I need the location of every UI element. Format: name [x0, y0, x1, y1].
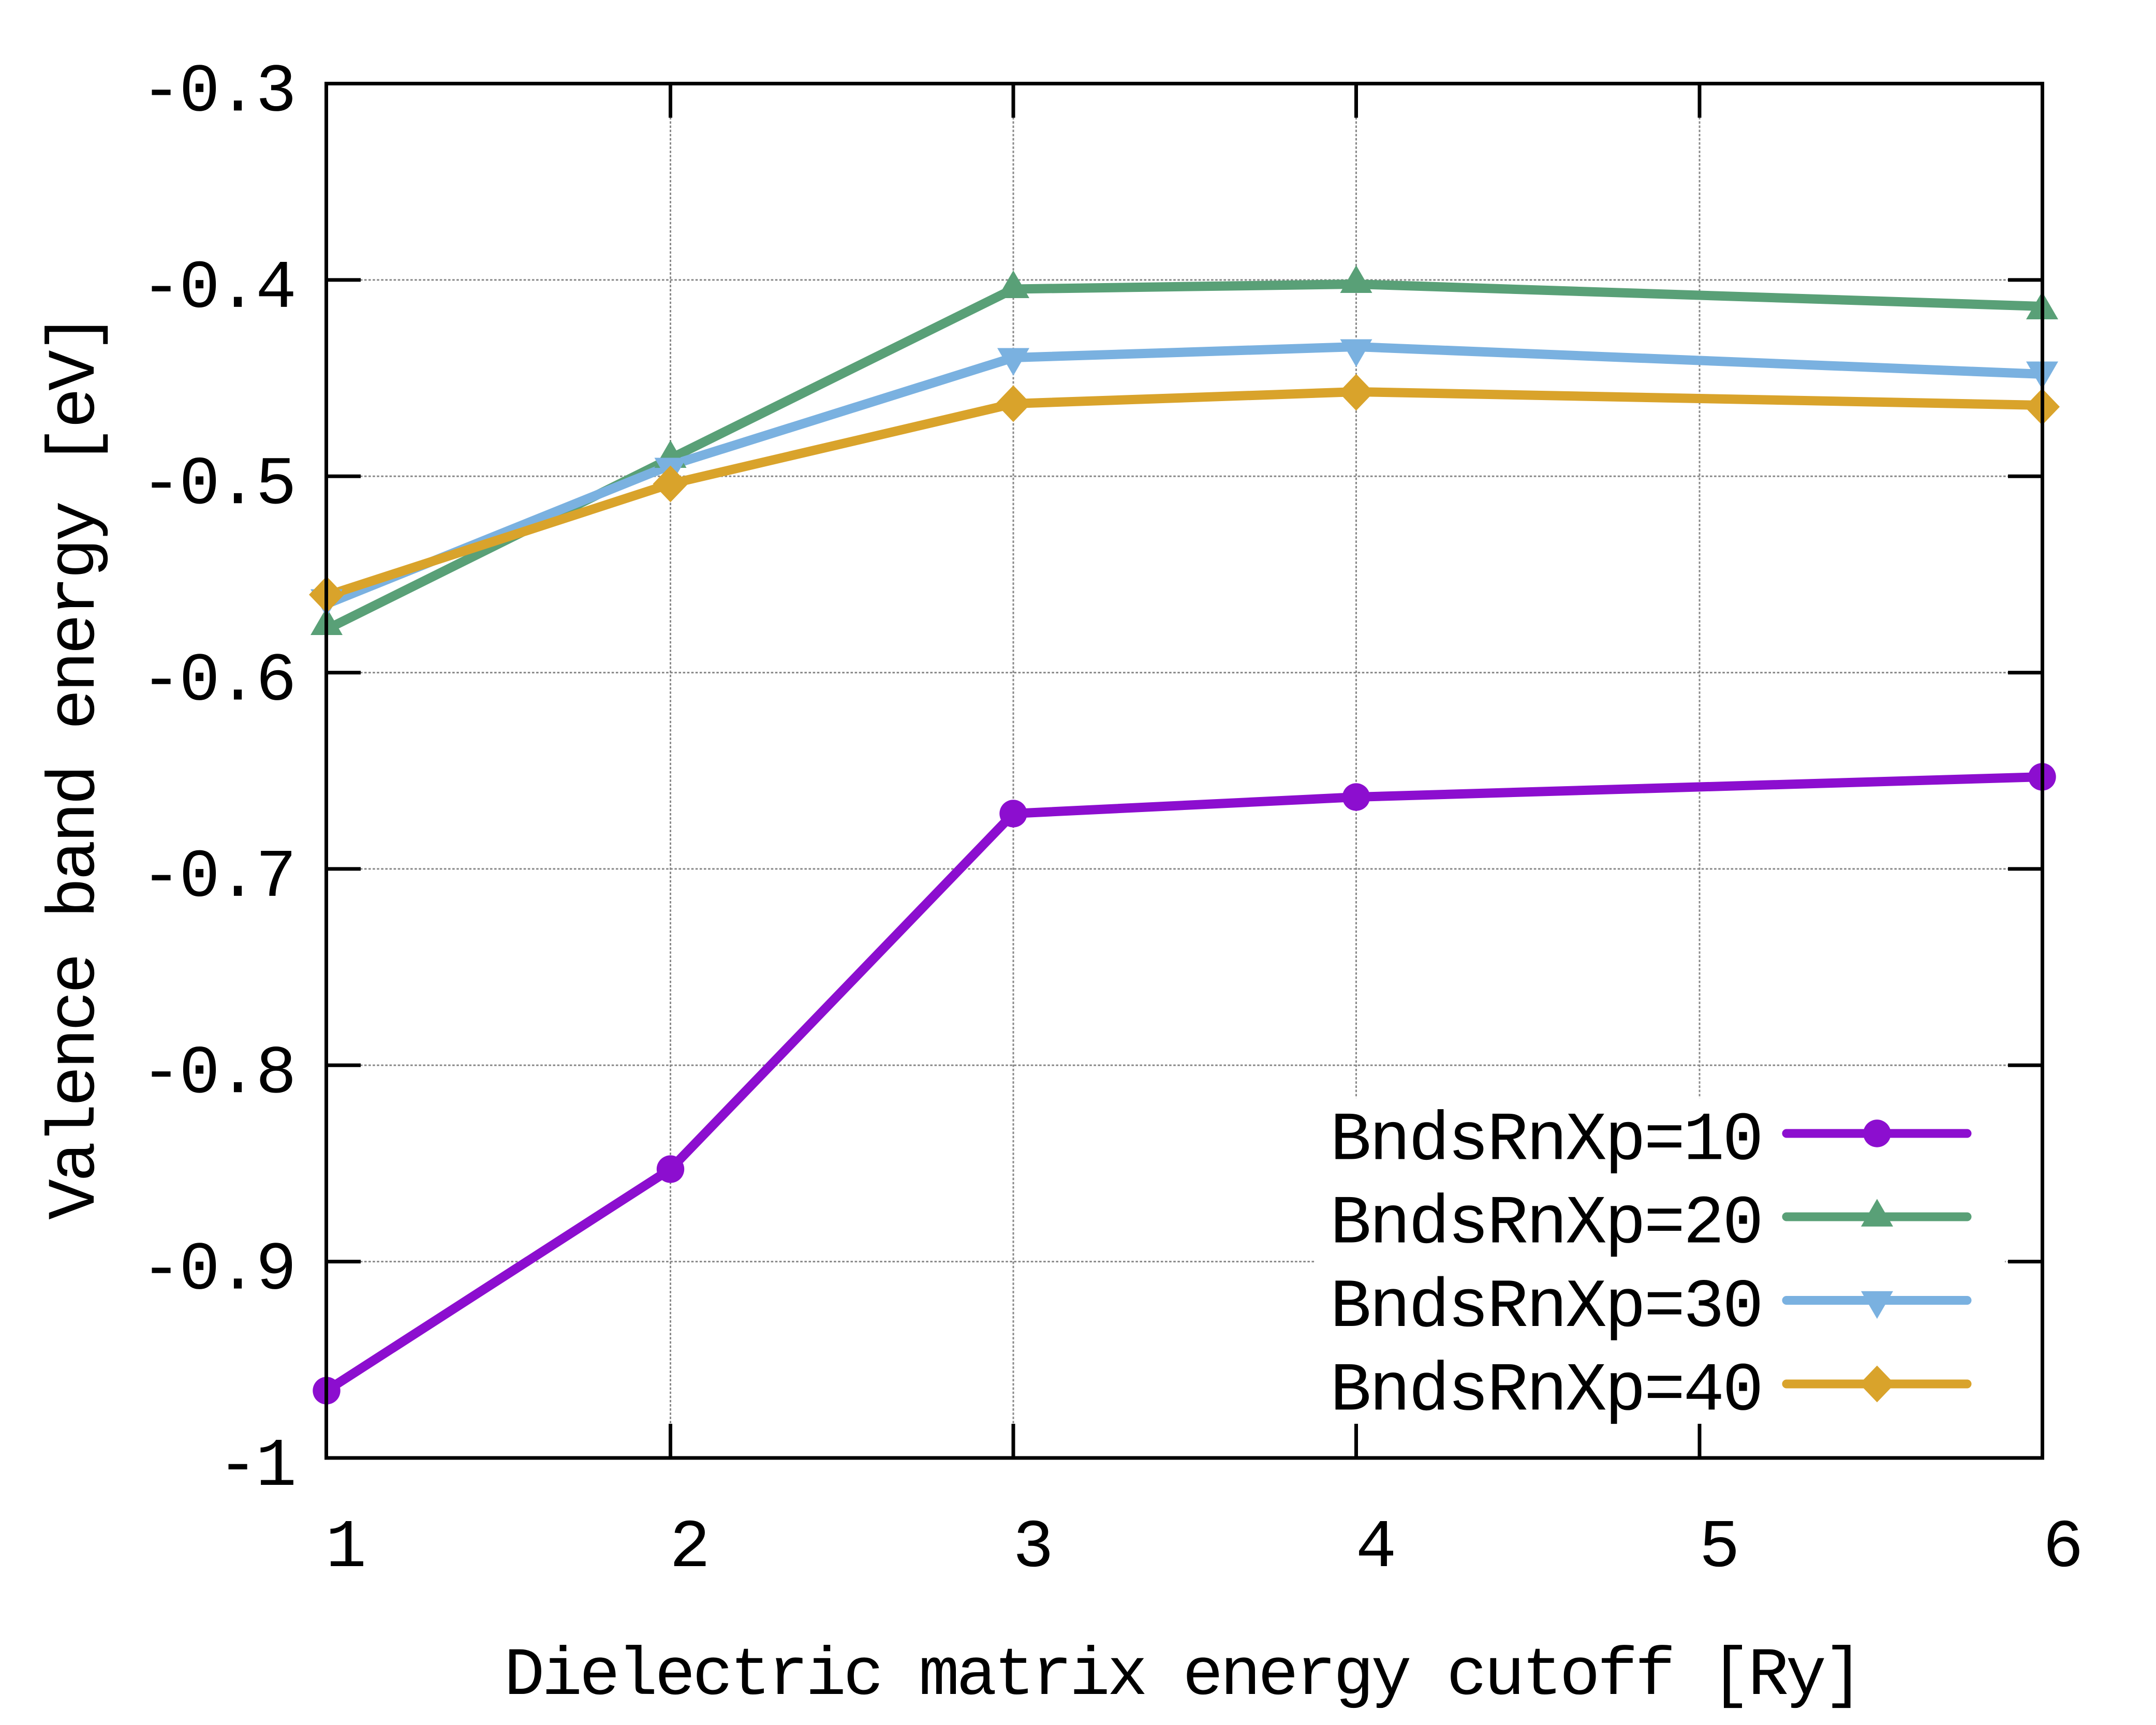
svg-text:-0.6: -0.6	[141, 643, 294, 720]
svg-text:BndsRnXp=10: BndsRnXp=10	[1330, 1102, 1762, 1180]
svg-text:-0.4: -0.4	[141, 250, 294, 328]
svg-text:-0.8: -0.8	[141, 1035, 294, 1113]
svg-text:-0.7: -0.7	[141, 839, 294, 917]
svg-text:2: 2	[669, 1509, 707, 1587]
svg-text:Dielectric matrix energy cutof: Dielectric matrix energy cutoff [Ry]	[504, 1638, 1861, 1715]
svg-text:4: 4	[1355, 1509, 1394, 1587]
svg-text:-1: -1	[217, 1428, 294, 1506]
svg-text:BndsRnXp=20: BndsRnXp=20	[1330, 1185, 1762, 1263]
svg-text:-0.5: -0.5	[141, 446, 294, 524]
svg-text:-0.3: -0.3	[141, 54, 294, 131]
svg-text:BndsRnXp=30: BndsRnXp=30	[1330, 1269, 1762, 1347]
svg-text:BndsRnXp=40: BndsRnXp=40	[1330, 1352, 1762, 1431]
svg-text:-0.9: -0.9	[141, 1232, 294, 1309]
svg-text:6: 6	[2043, 1509, 2081, 1587]
svg-text:1: 1	[326, 1509, 364, 1587]
svg-text:Valence band energy [eV]: Valence band energy [eV]	[38, 315, 114, 1220]
svg-text:3: 3	[1013, 1509, 1051, 1587]
svg-text:5: 5	[1699, 1509, 1737, 1587]
